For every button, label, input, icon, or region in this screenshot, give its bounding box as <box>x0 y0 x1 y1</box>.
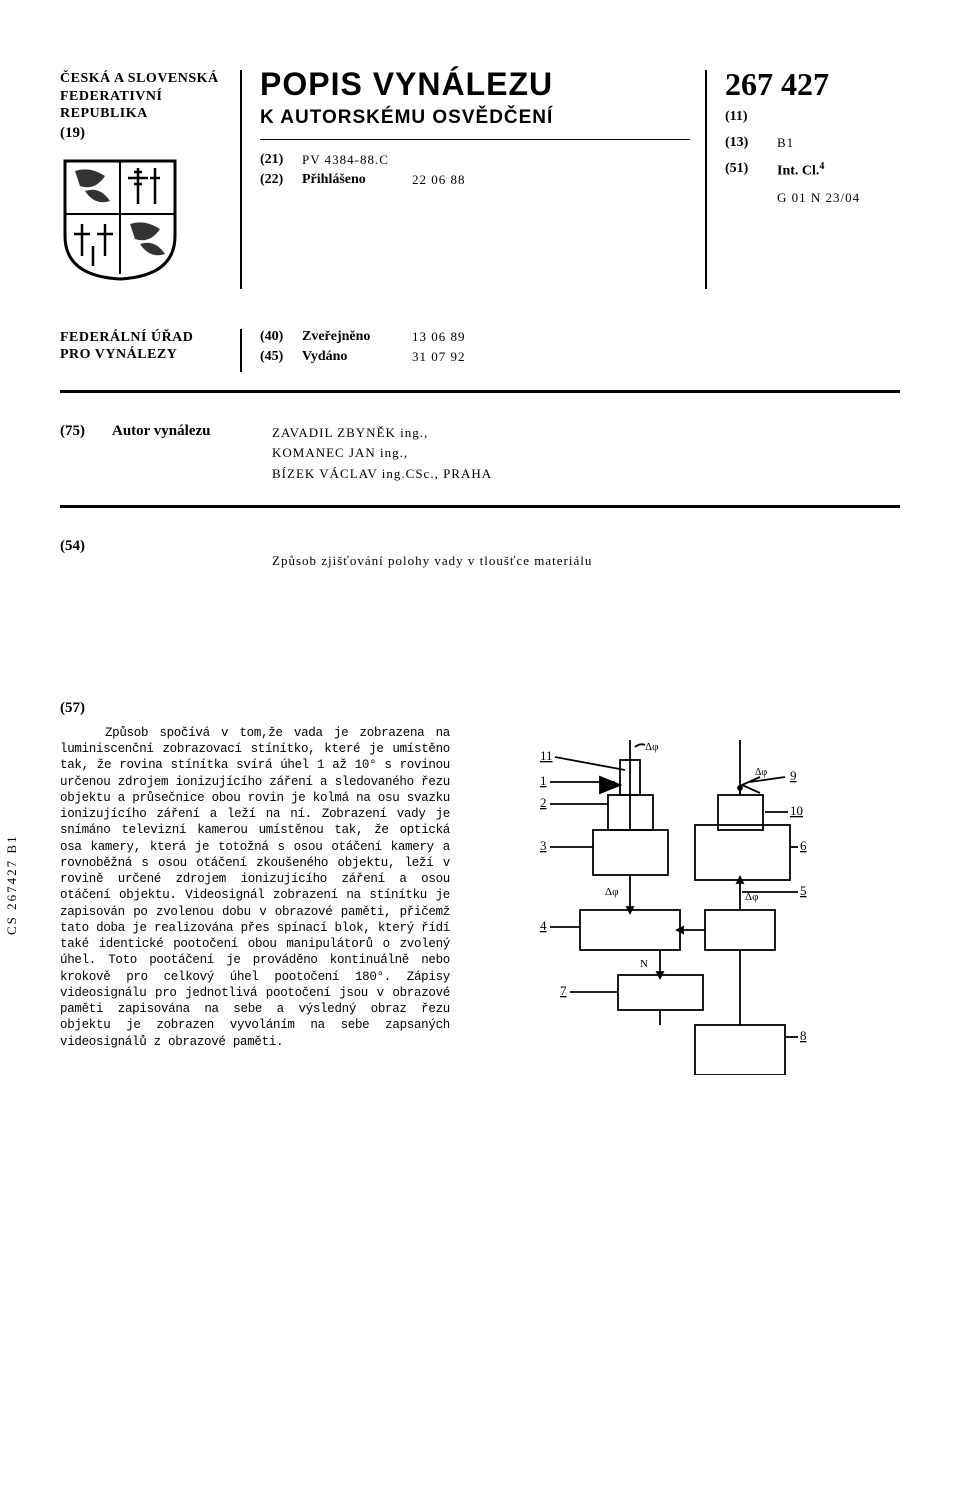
application-number-row: (21) PV 4384-88.C <box>260 152 690 168</box>
national-emblem-icon <box>60 156 230 281</box>
figure-label-1: 1 <box>540 773 547 788</box>
int-cl-value: G 01 N 23/04 <box>767 190 860 206</box>
application-number: PV 4384-88.C <box>302 152 412 168</box>
code-54: (54) <box>60 538 112 569</box>
authors-section: (75) Autor vynálezu ZAVADIL ZBYNĚK ing.,… <box>60 393 900 505</box>
filing-date-row: (22) Přihlášeno 22 06 88 <box>260 172 690 188</box>
figure-label-11: 11 <box>540 748 553 763</box>
published-row: (40) Zveřejněno 13 06 89 <box>260 329 885 345</box>
country-line2: FEDERATIVNÍ <box>60 89 162 104</box>
issued-label: Vydáno <box>302 349 412 365</box>
authors-label: Autor vynálezu <box>112 423 272 485</box>
code-11: (11) <box>725 109 767 125</box>
authors-list: ZAVADIL ZBYNĚK ing., KOMANEC JAN ing., B… <box>272 423 492 485</box>
svg-text:Δφ: Δφ <box>645 741 658 753</box>
kind-code: B1 <box>767 135 794 151</box>
filed-date: 22 06 88 <box>412 172 466 188</box>
document-title: POPIS VYNÁLEZU <box>260 66 690 103</box>
abstract-text: Způsob spočívá v tom,že vada je zobrazen… <box>60 725 450 1075</box>
svg-text:N: N <box>640 958 648 970</box>
svg-text:Δφ: Δφ <box>745 891 758 903</box>
title-divider <box>260 139 690 140</box>
document-subtitle: K AUTORSKÉMU OSVĚDČENÍ <box>260 107 690 129</box>
abstract-section: (57) Způsob spočívá v tom,že vada je zob… <box>60 699 900 1075</box>
code-57: (57) <box>60 700 85 716</box>
svg-text:Δφ: Δφ <box>755 767 767 778</box>
figure-label-2: 2 <box>540 795 547 810</box>
code-40: (40) <box>260 329 302 345</box>
publication-dates-column: (40) Zveřejněno 13 06 89 (45) Vydáno 31 … <box>242 329 900 372</box>
code-13: (13) <box>725 135 767 151</box>
published-date: 13 06 89 <box>412 329 466 345</box>
schematic-figure: Δφ 11 1 9 <box>480 725 900 1075</box>
figure-label-10: 10 <box>790 803 803 818</box>
code-75: (75) <box>60 423 112 485</box>
issued-row: (45) Vydáno 31 07 92 <box>260 349 885 365</box>
code-45: (45) <box>260 349 302 365</box>
published-label: Zveřejněno <box>302 329 412 345</box>
country-line1: ČESKÁ A SLOVENSKÁ <box>60 71 219 86</box>
figure-label-8: 8 <box>800 1028 807 1043</box>
code-19: (19) <box>60 125 230 142</box>
header-title-column: POPIS VYNÁLEZU K AUTORSKÉMU OSVĚDČENÍ (2… <box>242 70 707 289</box>
figure-label-5: 5 <box>800 883 807 898</box>
patent-page: ČESKÁ A SLOVENSKÁ FEDERATIVNÍ REPUBLIKA … <box>0 0 960 1135</box>
int-cl-label: Int. Cl.4 <box>767 161 824 180</box>
invention-title: Způsob zjišťování polohy vady v tloušťce… <box>272 538 592 569</box>
header-row: ČESKÁ A SLOVENSKÁ FEDERATIVNÍ REPUBLIKA … <box>60 70 900 289</box>
spine-code: CS 267427 B1 <box>4 834 20 935</box>
figure-label-3: 3 <box>540 838 547 853</box>
header-number-column: 267 427 (11) (13) B1 (51) Int. Cl.4 G 01… <box>707 70 900 289</box>
invention-title-section: (54) Způsob zjišťování polohy vady v tlo… <box>60 508 900 579</box>
country-line3: REPUBLIKA <box>60 106 148 121</box>
country-name: ČESKÁ A SLOVENSKÁ FEDERATIVNÍ REPUBLIKA <box>60 70 230 123</box>
figure-label-9: 9 <box>790 768 797 783</box>
filed-label: Přihlášeno <box>302 172 412 188</box>
issued-date: 31 07 92 <box>412 349 466 365</box>
code-21: (21) <box>260 152 302 168</box>
svg-text:Δφ: Δφ <box>605 886 618 898</box>
header-country-column: ČESKÁ A SLOVENSKÁ FEDERATIVNÍ REPUBLIKA … <box>60 70 242 289</box>
figure-label-6: 6 <box>800 838 807 853</box>
figure-label-4: 4 <box>540 918 547 933</box>
document-number: 267 427 <box>725 66 900 103</box>
figure-label-7: 7 <box>560 983 567 998</box>
publication-row: FEDERÁLNÍ ÚŘAD PRO VYNÁLEZY (40) Zveřejn… <box>60 329 900 390</box>
office-name: FEDERÁLNÍ ÚŘAD PRO VYNÁLEZY <box>60 329 230 364</box>
office-name-column: FEDERÁLNÍ ÚŘAD PRO VYNÁLEZY <box>60 329 242 372</box>
code-51: (51) <box>725 161 767 180</box>
code-22: (22) <box>260 172 302 188</box>
